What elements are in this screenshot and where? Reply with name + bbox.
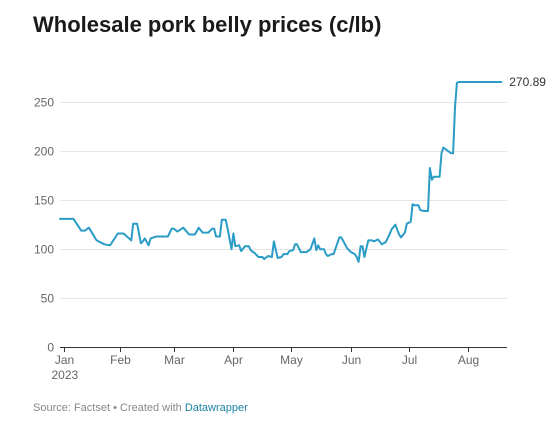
x-tick-label: Mar [164,353,185,367]
x-tick-label: Jun [342,353,361,367]
x-tick-label: Feb [110,353,131,367]
x-tick-label: Aug [458,353,479,367]
y-tick-label: 200 [34,145,54,159]
y-tick-label: 50 [41,292,55,306]
annotations: 270.89 [509,75,546,89]
y-tick-label: 0 [47,341,54,355]
y-axis-tick-labels: 0 50 100 150 200 250 [34,96,54,355]
y-tick-label: 250 [34,96,54,110]
y-tick-label: 100 [34,243,54,257]
datawrapper-link[interactable]: Datawrapper [184,402,248,414]
gridlines [60,102,507,348]
source-credit: Source: Factset • Created with [33,402,185,414]
x-tick-year-label: 2023 [52,368,79,382]
x-tick-label: Jul [402,353,417,367]
series-layer [59,81,503,263]
chart-footer: Source: Factset • Created with Datawrapp… [33,402,248,414]
price-series-line [59,81,503,263]
x-tick-label: Apr [224,353,243,367]
end-value-label: 270.89 [509,75,546,89]
y-tick-label: 150 [34,194,54,208]
x-tick-label: Jan [55,353,74,367]
chart-title: Wholesale pork belly prices (c/lb) [33,12,382,37]
x-tick-label: May [280,353,303,367]
